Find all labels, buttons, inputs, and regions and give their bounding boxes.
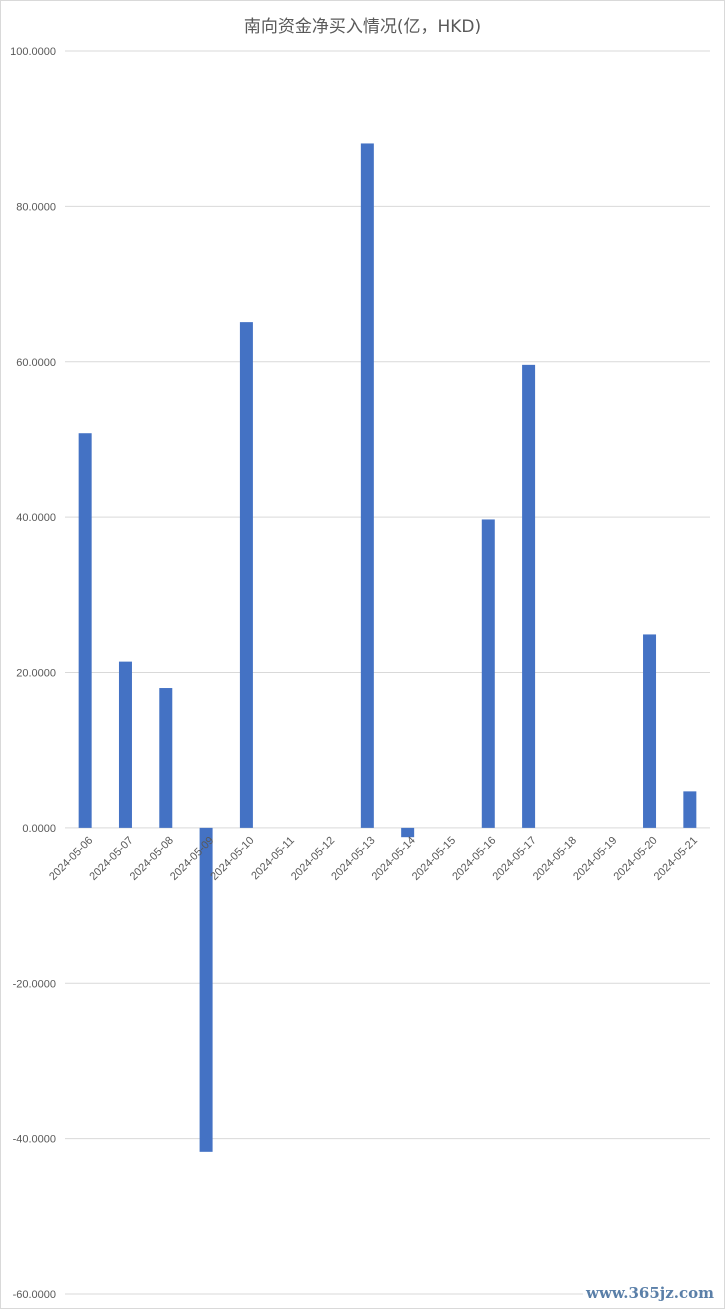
y-tick-label: 80.0000 xyxy=(16,201,56,213)
y-tick-label: 20.0000 xyxy=(16,668,56,680)
bar-2024-05-14 xyxy=(401,827,415,838)
watermark: www.365jz.com xyxy=(583,1283,717,1303)
x-axis-category-labels: 2024-05-062024-05-072024-05-082024-05-09… xyxy=(47,835,700,883)
y-tick-label: 60.0000 xyxy=(16,357,56,369)
y-tick-label: 40.0000 xyxy=(16,512,56,524)
bar-2024-05-20 xyxy=(643,634,657,828)
bar-2024-05-10 xyxy=(239,322,253,828)
x-category-label: 2024-05-21 xyxy=(652,835,700,883)
bar-2024-05-06 xyxy=(78,433,92,828)
bar-2024-05-09 xyxy=(199,827,213,1152)
y-axis-tick-labels: 100.0000 80.0000 60.0000 40.0000 20.0000 0.00… xyxy=(10,46,56,1301)
chart-title: 南向资金净买入情况(亿，HKD) xyxy=(243,17,482,37)
x-category-label: 2024-05-10 xyxy=(208,835,256,883)
bar-2024-05-21 xyxy=(683,791,697,828)
bar-layer xyxy=(78,143,697,1152)
grid-layer xyxy=(65,50,710,1295)
bar-2024-05-17 xyxy=(522,364,536,828)
y-tick-label: -60.0000 xyxy=(13,1289,56,1301)
bar-2024-05-07 xyxy=(118,661,132,828)
y-tick-label: -40.0000 xyxy=(13,1134,56,1146)
y-tick-label: 100.0000 xyxy=(10,46,56,58)
bar-2024-05-13 xyxy=(360,143,374,828)
y-tick-label: -20.0000 xyxy=(13,978,56,990)
bar-2024-05-16 xyxy=(481,519,495,828)
y-tick-label: 0.0000 xyxy=(22,823,56,835)
bar-2024-05-08 xyxy=(159,688,173,828)
